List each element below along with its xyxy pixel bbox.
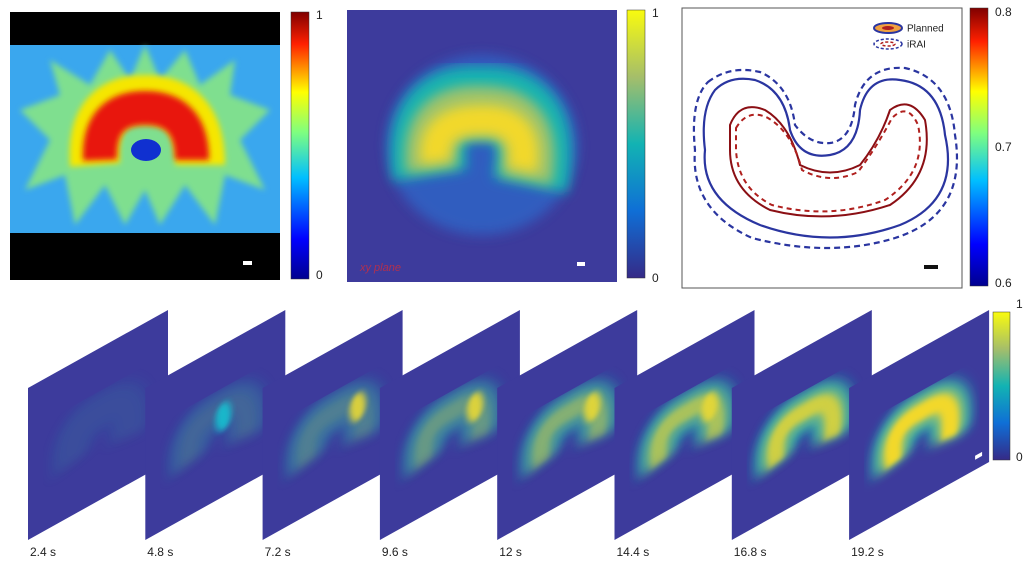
time-label: 16.8 s	[734, 545, 767, 559]
legend-label: Planned	[907, 24, 944, 35]
colorbar-tick: 0.6	[995, 276, 1012, 290]
frame-content	[168, 380, 268, 479]
frame	[849, 309, 990, 540]
signal	[466, 392, 483, 422]
frame-content	[285, 380, 385, 479]
time-label: 9.6 s	[382, 545, 408, 559]
time-label: 14.4 s	[617, 545, 650, 559]
time-series: 2.4 s 4.8 s 7.2 s 9.6 s 12 s 14.4 s 16.8 s 19.2…	[28, 309, 990, 559]
colorbar-tick: 0	[316, 268, 323, 282]
time-label: 7.2 s	[265, 545, 291, 559]
signal	[349, 392, 366, 422]
frame-content	[637, 380, 737, 479]
colorbar-tick: 0.8	[995, 5, 1012, 19]
time-label: 4.8 s	[147, 545, 173, 559]
signal	[584, 392, 601, 422]
frame-content	[754, 380, 855, 479]
frame	[262, 309, 403, 540]
signal	[884, 394, 959, 469]
frame	[145, 309, 286, 540]
colorbar-tick: 0	[1016, 450, 1023, 464]
signal	[415, 394, 490, 469]
time-label: 2.4 s	[30, 545, 56, 559]
colorbar-tick: 0	[652, 271, 659, 285]
signal	[767, 394, 842, 469]
colorbar-tick: 0.7	[995, 140, 1012, 154]
plane-label: xy plane	[359, 262, 401, 274]
signal	[298, 394, 372, 469]
signal	[650, 394, 724, 469]
frame-content	[871, 380, 972, 479]
frame-content	[402, 380, 503, 479]
frame-content	[50, 380, 151, 479]
signal	[533, 394, 607, 469]
panel-b: xy plane 1 0	[347, 6, 659, 285]
panel-a: 1 0	[10, 8, 323, 282]
colorbar-tick: 1	[316, 8, 323, 22]
frame	[497, 309, 638, 540]
signal	[701, 392, 718, 422]
signal	[215, 401, 232, 432]
frame	[614, 309, 755, 540]
legend-label: iRAI	[907, 40, 926, 51]
frame-content	[520, 380, 620, 479]
series-colorbar: 1 0	[992, 297, 1023, 464]
frame	[379, 309, 520, 540]
colorbar-tick: 1	[652, 6, 659, 20]
panel-c: Planned iRAI 0.8 0.7 0.6	[681, 5, 1012, 290]
time-label: 19.2 s	[851, 545, 884, 559]
frame	[731, 309, 872, 540]
frame	[28, 309, 168, 540]
time-label: 12 s	[499, 545, 522, 559]
scale-bar	[975, 451, 983, 460]
signal	[50, 380, 151, 479]
colorbar-tick: 1	[1016, 297, 1023, 311]
